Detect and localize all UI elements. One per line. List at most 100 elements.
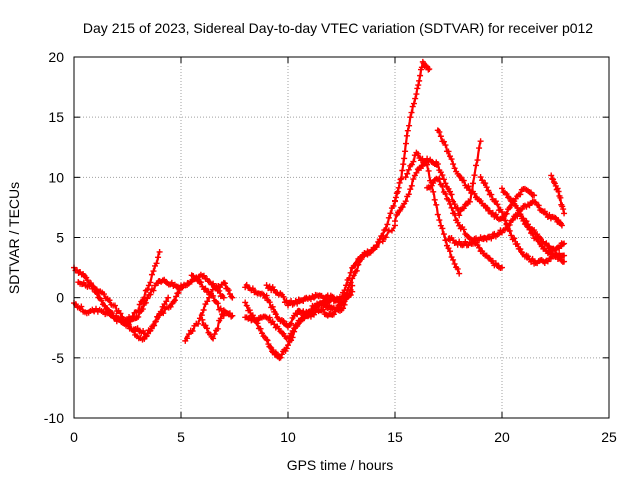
- data-point: [217, 305, 224, 312]
- data-point: [483, 204, 490, 211]
- data-point: [560, 206, 567, 213]
- y-tick-label: -10: [44, 410, 64, 426]
- data-point: [144, 286, 151, 293]
- data-point: [80, 279, 87, 286]
- data-point: [269, 303, 276, 310]
- data-point: [392, 194, 399, 201]
- data-point: [160, 310, 167, 317]
- data-point: [495, 230, 502, 237]
- data-point: [405, 191, 412, 198]
- data-point: [326, 302, 333, 309]
- data-point: [558, 222, 565, 229]
- data-point: [124, 321, 131, 328]
- data-point: [503, 191, 510, 198]
- data-point: [489, 258, 496, 265]
- data-point: [489, 209, 496, 216]
- data-point: [408, 109, 415, 116]
- data-point: [517, 246, 524, 253]
- data-point: [349, 288, 356, 295]
- data-point: [353, 267, 360, 274]
- data-point: [211, 331, 218, 338]
- data-point: [439, 183, 446, 190]
- data-point: [546, 211, 553, 218]
- data-point: [152, 318, 159, 325]
- data-point: [202, 285, 209, 292]
- series-track-4-markers: [130, 282, 184, 339]
- data-point: [347, 291, 354, 298]
- data-point: [214, 325, 221, 332]
- data-point: [267, 344, 274, 351]
- data-point: [436, 129, 443, 136]
- data-point: [101, 302, 108, 309]
- data-point: [442, 142, 449, 149]
- data-point: [523, 218, 530, 225]
- data-point: [465, 183, 472, 190]
- series-track-8: [244, 200, 397, 360]
- chart-title: Day 215 of 2023, Sidereal Day-to-day VTE…: [83, 20, 593, 36]
- series-track-17-markers: [445, 198, 565, 249]
- data-point: [415, 82, 422, 89]
- data-point: [165, 294, 172, 301]
- x-tick-label: 20: [494, 429, 510, 445]
- data-point: [185, 331, 192, 338]
- data-point: [154, 314, 161, 321]
- data-point: [503, 210, 510, 217]
- data-point: [228, 313, 235, 320]
- data-point: [506, 227, 513, 234]
- data-point: [395, 184, 402, 191]
- series-track-8-markers: [242, 198, 398, 362]
- x-axis-label: GPS time / hours: [287, 457, 394, 473]
- data-point: [129, 313, 136, 320]
- data-point: [384, 221, 391, 228]
- data-point: [204, 298, 211, 305]
- data-point: [450, 256, 457, 263]
- data-point: [400, 161, 407, 168]
- data-point: [448, 191, 455, 198]
- data-point: [456, 212, 463, 219]
- data-point: [454, 205, 461, 212]
- series-track-6-markers: [199, 307, 236, 342]
- data-point: [399, 167, 406, 174]
- data-point: [451, 260, 458, 267]
- data-point: [430, 180, 437, 187]
- data-point: [153, 260, 160, 267]
- data-point: [286, 334, 293, 341]
- data-point: [200, 272, 207, 279]
- data-point: [385, 214, 392, 221]
- data-point: [424, 161, 431, 168]
- data-point: [425, 167, 432, 174]
- data-point: [471, 190, 478, 197]
- data-point: [550, 176, 557, 183]
- data-point: [469, 240, 476, 247]
- data-point: [442, 180, 449, 187]
- series-track-2-markers: [71, 248, 163, 326]
- data-point: [175, 289, 182, 296]
- series-track-12-markers: [392, 58, 433, 204]
- data-point: [430, 188, 437, 195]
- data-point: [509, 216, 516, 223]
- data-point: [524, 253, 531, 260]
- data-point: [347, 279, 354, 286]
- data-point: [266, 299, 273, 306]
- data-point: [139, 306, 146, 313]
- data-point: [117, 310, 124, 317]
- data-point: [454, 219, 461, 226]
- data-point: [437, 133, 444, 140]
- data-point: [423, 63, 430, 70]
- data-point: [476, 237, 483, 244]
- data-point: [531, 192, 538, 199]
- data-point: [390, 202, 397, 209]
- data-point: [460, 226, 467, 233]
- data-point: [155, 254, 162, 261]
- data-point: [406, 122, 413, 129]
- data-point: [503, 220, 510, 227]
- data-point: [298, 315, 305, 322]
- data-point: [135, 313, 142, 320]
- data-point: [225, 287, 232, 294]
- data-point: [535, 202, 542, 209]
- data-point: [486, 207, 493, 214]
- data-point: [143, 332, 150, 339]
- data-point: [217, 315, 224, 322]
- data-point: [410, 158, 417, 165]
- data-point: [460, 177, 467, 184]
